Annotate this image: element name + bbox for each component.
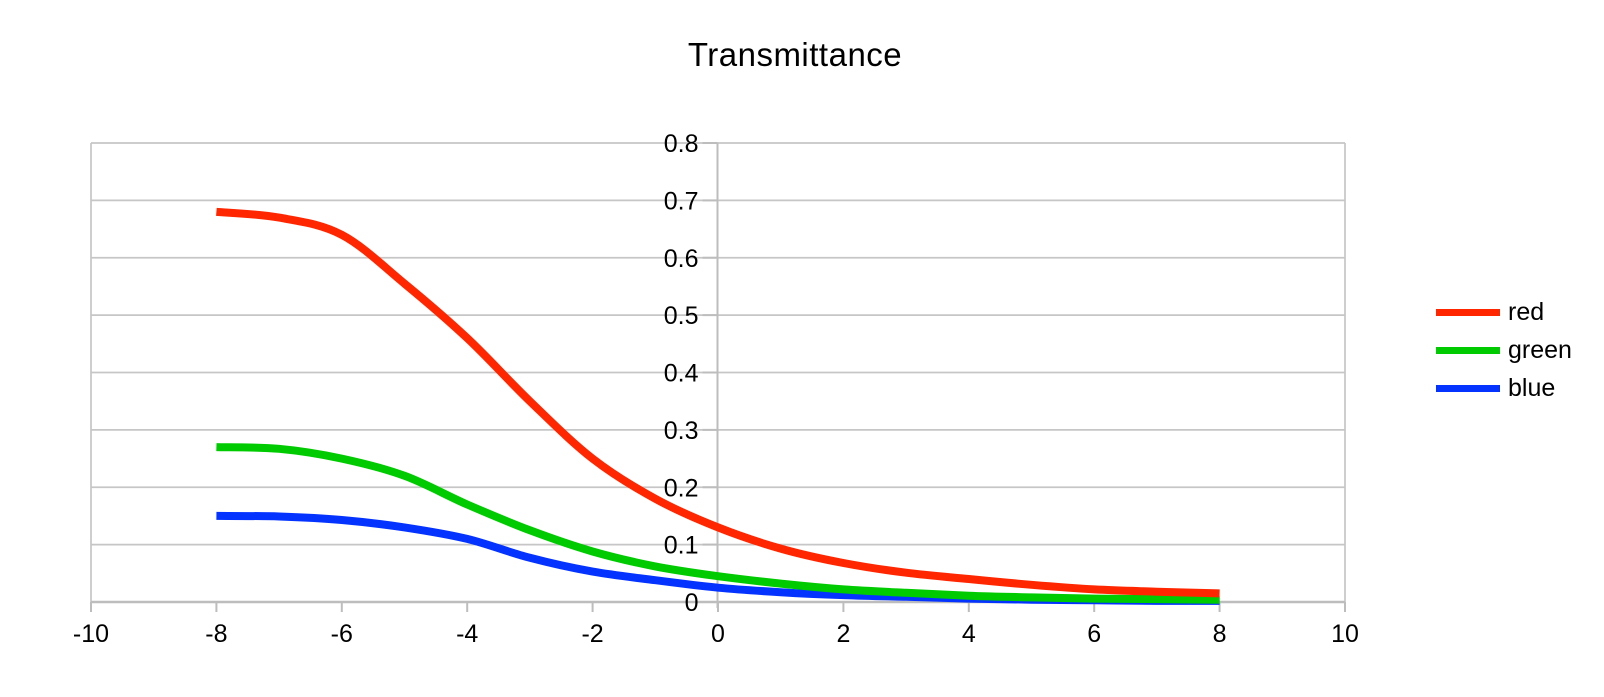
x-tick-label: 8	[1213, 620, 1227, 648]
chart-title: Transmittance	[687, 36, 903, 73]
legend-label: red	[1508, 297, 1545, 326]
legend-item-blue: blue	[1436, 369, 1572, 407]
x-tick-label: -2	[581, 620, 603, 648]
y-tick-label: 0.8	[664, 130, 699, 158]
curve-red	[216, 207, 1220, 598]
y-tick-label: 0	[685, 589, 699, 617]
x-tick-label: 0	[711, 620, 725, 648]
y-tick-label: 0.7	[664, 187, 699, 215]
x-tick-label: -6	[331, 620, 353, 648]
x-tick-label: 4	[962, 620, 976, 648]
legend-label: green	[1508, 335, 1572, 364]
legend-line-swatch-green	[1436, 346, 1500, 354]
legend-item-green: green	[1436, 331, 1572, 369]
x-tick-label: 2	[836, 620, 850, 648]
x-tick-label: 6	[1087, 620, 1101, 648]
y-tick-label: 0.5	[664, 302, 699, 330]
legend-line-swatch-red	[1436, 308, 1500, 316]
legend-label: blue	[1508, 373, 1556, 402]
y-tick-label: 0.4	[664, 360, 699, 388]
x-tick-label: -4	[456, 620, 478, 648]
legend: red green blue	[1436, 293, 1572, 407]
x-tick-label: 10	[1331, 620, 1359, 648]
y-tick-label: 0.3	[664, 417, 699, 445]
y-tick-label: 0.6	[664, 245, 699, 273]
y-tick-label: 0.2	[664, 474, 699, 502]
curve-green	[216, 443, 1220, 604]
x-tick-label: -8	[205, 620, 227, 648]
x-tick-label: -10	[73, 620, 109, 648]
legend-item-red: red	[1436, 293, 1572, 331]
legend-line-swatch-blue	[1436, 384, 1500, 392]
y-tick-label: 0.1	[664, 532, 699, 560]
